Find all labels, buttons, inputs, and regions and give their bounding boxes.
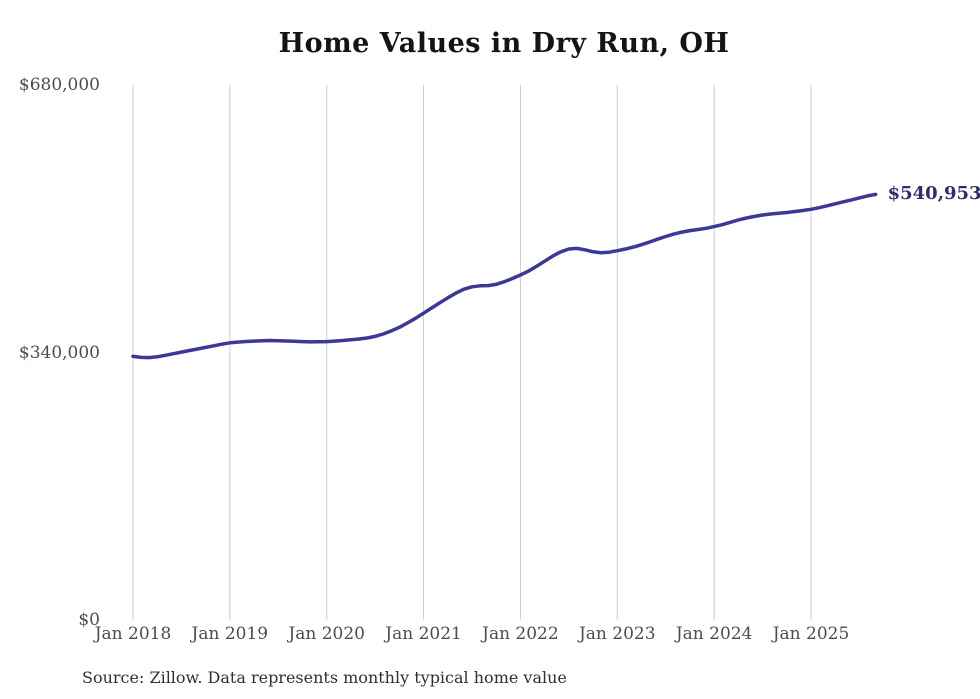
line-end-value-label: $540,953 bbox=[887, 183, 980, 205]
x-tick-label: Jan 2018 bbox=[94, 624, 172, 644]
chart-title: Home Values in Dry Run, OH bbox=[278, 28, 730, 59]
x-tick-label: Jan 2022 bbox=[482, 624, 559, 644]
x-tick-label: Jan 2024 bbox=[675, 624, 753, 644]
x-tick-label: Jan 2023 bbox=[578, 624, 656, 644]
home-value-line bbox=[131, 192, 878, 360]
source-note: Source: Zillow. Data represents monthly … bbox=[82, 668, 567, 687]
y-tick-label: $340,000 bbox=[18, 342, 100, 363]
x-tick-label: Jan 2025 bbox=[772, 624, 850, 644]
y-tick-label: $680,000 bbox=[18, 75, 100, 95]
y-tick-label: $0 bbox=[78, 610, 100, 630]
x-tick-label: Jan 2021 bbox=[385, 624, 462, 644]
x-tick-label: Jan 2020 bbox=[288, 624, 365, 644]
x-tick-label: Jan 2019 bbox=[191, 624, 269, 644]
